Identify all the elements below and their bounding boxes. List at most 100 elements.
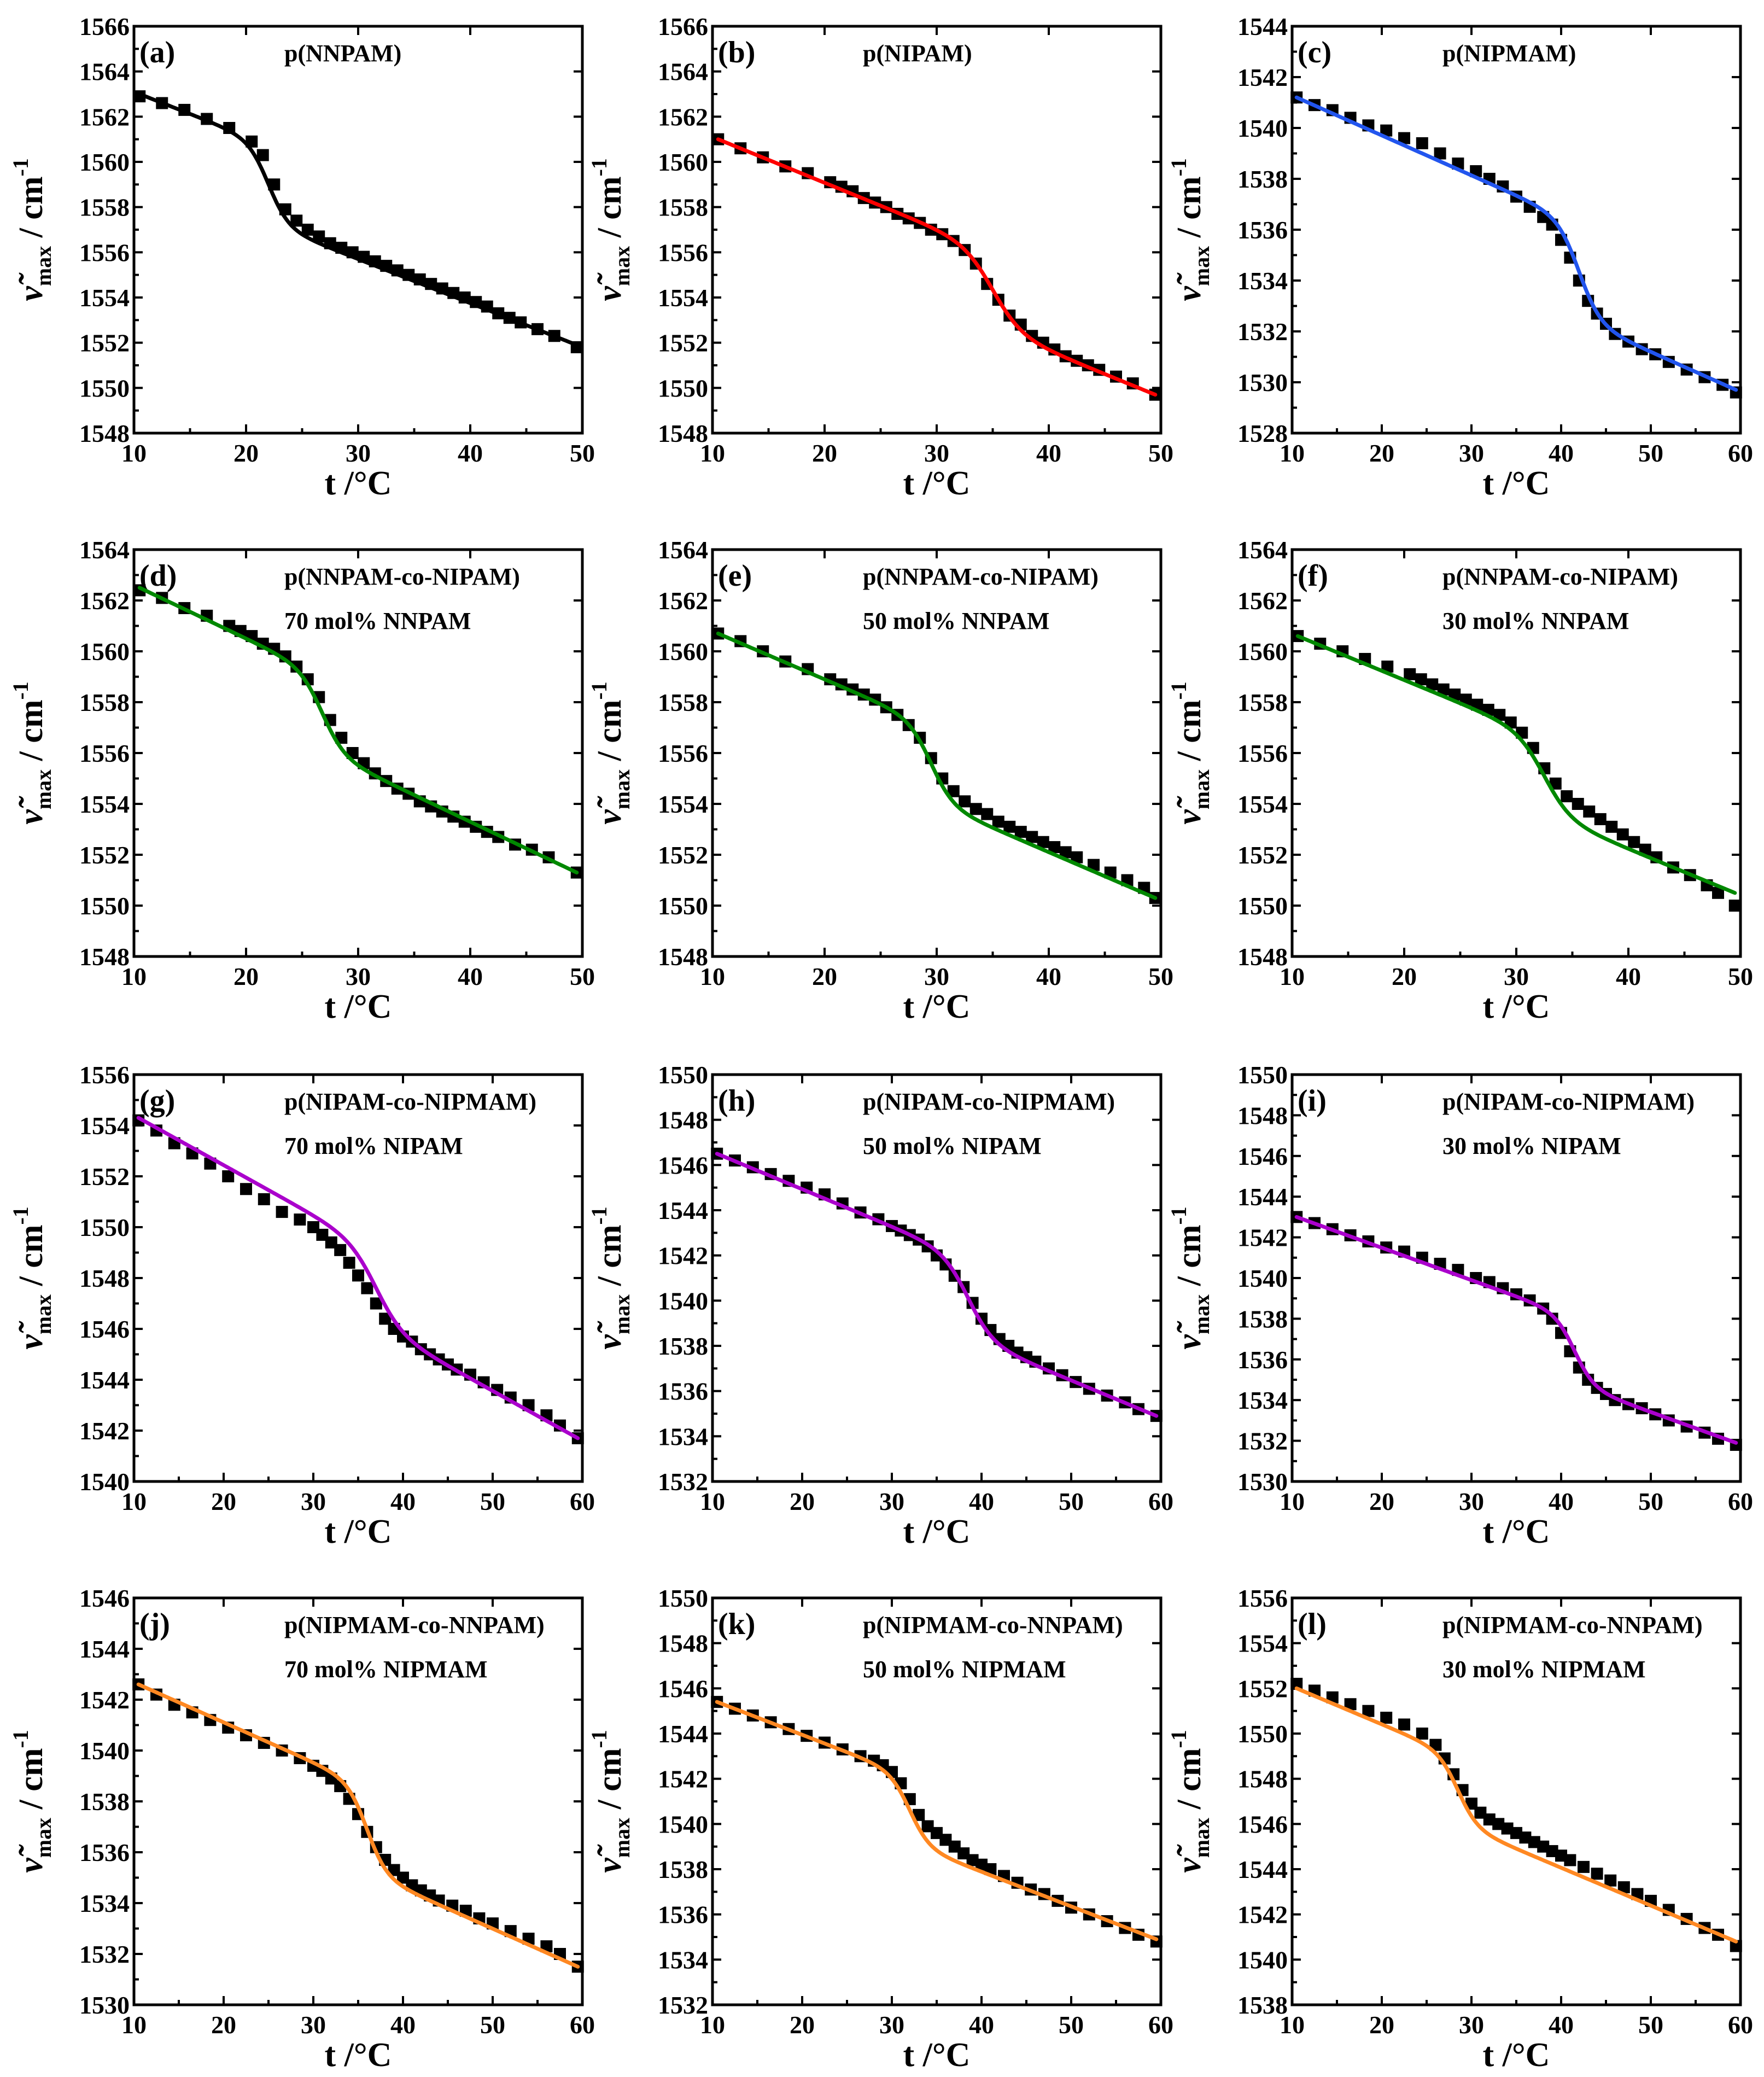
panel-letter: (l) [1298, 1607, 1327, 1641]
x-tick-label: 20 [233, 962, 259, 990]
data-point [294, 1213, 306, 1226]
data-point [1616, 828, 1629, 841]
y-tick-label: 1540 [79, 1468, 130, 1496]
y-tick-label: 1552 [79, 329, 130, 357]
y-tick-label: 1560 [658, 148, 708, 176]
y-tick-label: 1554 [79, 1112, 130, 1140]
y-tick-label: 1546 [658, 1675, 708, 1702]
y-tick-label: 1532 [658, 1468, 708, 1496]
fit-line [1294, 1686, 1738, 1944]
x-axis-title: t /°C [325, 465, 392, 502]
y-tick-label: 1558 [658, 194, 708, 221]
x-tick-label: 60 [1728, 439, 1753, 467]
y-tick-label: 1538 [1237, 1991, 1288, 2019]
y-tick-label: 1542 [658, 1242, 708, 1270]
y-axis-title: ν̃max / cm-1 [587, 1206, 634, 1350]
y-tick-label: 1534 [1237, 1386, 1288, 1414]
data-points [133, 90, 583, 353]
y-tick-label: 1538 [79, 1788, 130, 1816]
data-point [1549, 777, 1562, 790]
y-axis-title: ν̃max / cm-1 [1166, 1730, 1214, 1873]
x-tick-label: 40 [1549, 1487, 1574, 1515]
x-tick-label: 50 [480, 1487, 505, 1515]
panel-i: 10 20 30 40 50 60 1530 1532 1534 1536 1538 1540 1542… [1166, 1061, 1753, 1550]
y-tick-label: 1550 [658, 1061, 708, 1089]
x-tick-label: 40 [969, 1487, 994, 1515]
data-point [1344, 1698, 1357, 1711]
x-tick-label: 20 [211, 2011, 236, 2039]
x-tick-label: 20 [812, 962, 837, 990]
y-tick-label: 1546 [658, 1151, 708, 1179]
panel-h: 10 20 30 40 50 60 1532 1534 1536 1538 1540 1542 1544… [587, 1061, 1173, 1550]
y-tick-label: 1548 [1237, 943, 1288, 971]
data-point [1561, 790, 1573, 803]
data-points [711, 1696, 1163, 1948]
x-tick-label: 10 [700, 2011, 725, 2039]
data-point [240, 1183, 252, 1195]
y-tick-label: 1552 [1237, 841, 1288, 869]
panel-subtitle: 30 mol% NIPMAM [1442, 1656, 1646, 1683]
panel-title: p(NIPAM-co-NIPMAM) [284, 1088, 536, 1115]
data-point [1572, 798, 1584, 810]
data-point [222, 1170, 235, 1182]
data-point [1362, 1705, 1375, 1717]
y-tick-label: 1556 [1237, 1584, 1288, 1612]
data-point [1014, 826, 1027, 838]
data-point [1426, 678, 1439, 691]
data-point [959, 795, 971, 808]
x-tick-label: 10 [121, 439, 147, 467]
data-points [712, 627, 1161, 905]
data-point [1628, 836, 1640, 848]
y-tick-label: 1550 [658, 892, 708, 920]
panel-a: 10 20 30 40 50 1548 1550 1552 1554 1556 1558 1560 15… [8, 13, 595, 502]
panel-j: 10 20 30 40 50 60 1530 1532 1534 1536 1538 1540 1542… [8, 1584, 595, 2074]
data-point [258, 1193, 270, 1205]
panel-letter: (a) [139, 36, 175, 69]
x-tick-label: 50 [1059, 2011, 1084, 2039]
data-point [1404, 668, 1416, 680]
panel-subtitle: 30 mol% NIPAM [1442, 1133, 1621, 1159]
data-point [1578, 1860, 1590, 1873]
x-tick-label: 40 [969, 2011, 994, 2039]
data-point [343, 1257, 355, 1269]
x-tick-label: 10 [121, 962, 147, 990]
y-tick-label: 1550 [658, 374, 708, 402]
x-tick-label: 30 [879, 1487, 904, 1515]
x-tick-label: 50 [570, 962, 595, 990]
x-tick-label: 40 [1036, 439, 1061, 467]
data-point [313, 230, 325, 243]
y-tick-label: 1558 [658, 689, 708, 716]
data-points [1290, 1678, 1742, 1952]
x-tick-label: 10 [700, 439, 725, 467]
data-point [1398, 132, 1410, 144]
x-tick-label: 30 [346, 439, 371, 467]
plot-frame [1290, 25, 1742, 435]
y-tick-label: 1552 [658, 329, 708, 357]
x-axis-title: t /°C [1483, 988, 1550, 1025]
y-axis-title: ν̃max / cm-1 [8, 158, 56, 301]
data-point [1564, 1854, 1576, 1866]
x-tick-label: 10 [1280, 962, 1305, 990]
y-tick-label: 1560 [79, 638, 130, 666]
data-point [1465, 1798, 1477, 1810]
data-point [1728, 900, 1741, 912]
x-tick-label: 30 [1459, 1487, 1484, 1515]
x-tick-label: 30 [879, 2011, 904, 2039]
fit-line [1295, 634, 1737, 895]
x-tick-label: 50 [1638, 439, 1663, 467]
x-tick-label: 10 [700, 962, 725, 990]
data-points [132, 1678, 584, 1973]
panel-letter: (b) [718, 36, 755, 69]
data-point [913, 1808, 925, 1821]
y-axis-title: ν̃max / cm-1 [587, 1730, 634, 1873]
data-point [981, 808, 994, 820]
panel-e: 10 20 30 40 50 1548 1550 1552 1554 1556 1558 1560 15… [587, 536, 1173, 1025]
y-tick-label: 1538 [658, 1856, 708, 1883]
panel-subtitle: 70 mol% NIPMAM [284, 1656, 488, 1683]
panel-subtitle: 70 mol% NNPAM [284, 608, 471, 634]
data-point [334, 1244, 347, 1256]
x-axis-title: t /°C [1483, 465, 1550, 502]
y-axis-title: ν̃max / cm-1 [1166, 681, 1214, 825]
y-tick-label: 1562 [79, 103, 130, 131]
data-point [370, 1297, 382, 1310]
